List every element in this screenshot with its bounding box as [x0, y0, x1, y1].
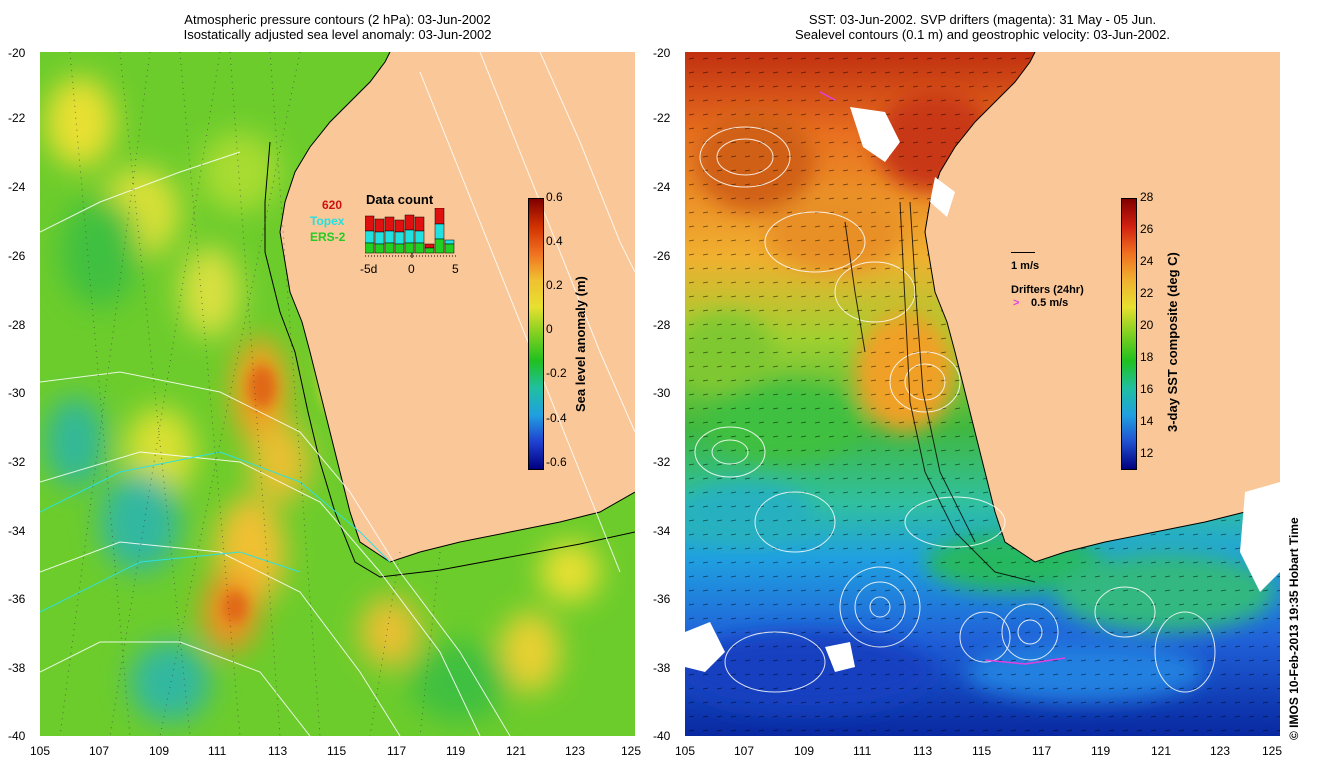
drifters-label: Drifters (24hr)	[1011, 284, 1084, 296]
right-title-line1: SST: 03-Jun-2002. SVP drifters (magenta)…	[808, 12, 1157, 27]
right-xtick-5: 115	[972, 744, 992, 758]
right-xtick-1: 107	[734, 744, 755, 758]
left-xtick-5: 115	[327, 744, 347, 758]
inset-legend-620: 620	[322, 198, 343, 212]
left-ytick-5: -30	[8, 386, 26, 400]
inset-legend-ers2: ERS-2	[310, 230, 346, 244]
left-xtick-10: 125	[621, 744, 642, 758]
right-xtick-6: 117	[1032, 744, 1052, 758]
sla-tick-0: 0.6	[546, 190, 563, 204]
left-title-line1: Atmospheric pressure contours (2 hPa): 0…	[184, 12, 491, 27]
right-xtick-0: 105	[675, 744, 696, 758]
data-count-inset: Data count 620 Topex ERS-2 -5d 0 5	[310, 192, 470, 287]
velocity-scale-arrow	[1011, 252, 1035, 253]
left-xtick-7: 119	[446, 744, 466, 758]
sla-colorbar-label: Sea level anomaly (m)	[573, 276, 588, 412]
right-ytick-0: -20	[653, 46, 671, 60]
data-count-bars	[365, 208, 457, 258]
sst-tick-7: 14	[1140, 414, 1154, 428]
inset-legend-topex: Topex	[310, 214, 345, 228]
right-xtick-4: 113	[913, 744, 933, 758]
left-ytick-4: -28	[8, 318, 26, 332]
right-ytick-3: -26	[653, 249, 671, 263]
sla-colorbar	[528, 198, 544, 470]
right-ytick-7: -34	[653, 524, 671, 538]
sst-tick-0: 28	[1140, 190, 1154, 204]
inset-xtick-0: -5d	[360, 262, 378, 276]
left-ytick-7: -34	[8, 524, 26, 538]
right-xtick-10: 125	[1262, 744, 1283, 758]
sla-tick-6: -0.6	[546, 455, 567, 469]
left-title: Atmospheric pressure contours (2 hPa): 0…	[40, 12, 635, 42]
velocity-scale-label: 1 m/s	[1011, 260, 1040, 272]
left-title-line2: Isostatically adjusted sea level anomaly…	[183, 27, 492, 42]
right-xtick-9: 123	[1210, 744, 1231, 758]
left-xtick-3: 111	[208, 744, 227, 758]
left-map-graphic	[40, 52, 635, 736]
inset-xtick-2: 5	[452, 262, 459, 276]
sst-colorbar-label: 3-day SST composite (deg C)	[1165, 252, 1180, 432]
sst-tick-3: 22	[1140, 286, 1154, 300]
inset-xtick-1: 0	[408, 262, 415, 276]
sla-tick-4: -0.2	[546, 366, 567, 380]
right-xtick-7: 119	[1091, 744, 1111, 758]
right-ytick-10: -40	[653, 729, 671, 743]
sst-tick-5: 18	[1140, 350, 1154, 364]
right-xtick-8: 121	[1151, 744, 1172, 758]
right-xtick-2: 109	[794, 744, 815, 758]
right-ytick-8: -36	[653, 592, 671, 606]
drifters-scale-label: 0.5 m/s	[1031, 297, 1069, 309]
right-ytick-2: -24	[653, 180, 671, 194]
data-count-title: Data count	[366, 192, 434, 207]
left-xtick-8: 121	[506, 744, 527, 758]
left-ytick-3: -26	[8, 249, 26, 263]
right-xtick-3: 111	[853, 744, 872, 758]
left-ytick-2: -24	[8, 180, 26, 194]
right-map: 1 m/s Drifters (24hr) > 0.5 m/s 3-day SS…	[685, 52, 1280, 736]
left-ytick-0: -20	[8, 46, 26, 60]
left-xtick-0: 105	[30, 744, 51, 758]
left-ytick-1: -22	[8, 111, 26, 125]
sla-tick-2: 0.2	[546, 278, 563, 292]
left-xtick-4: 113	[268, 744, 288, 758]
sla-tick-3: 0	[546, 322, 553, 336]
sst-tick-1: 26	[1140, 222, 1154, 236]
right-ytick-6: -32	[653, 455, 671, 469]
left-xtick-1: 107	[89, 744, 110, 758]
sst-tick-4: 20	[1140, 318, 1154, 332]
left-ytick-10: -40	[8, 729, 26, 743]
left-ytick-9: -38	[8, 661, 26, 675]
sst-tick-2: 24	[1140, 254, 1154, 268]
left-ytick-6: -32	[8, 455, 26, 469]
right-map-graphic	[685, 52, 1280, 736]
right-title: SST: 03-Jun-2002. SVP drifters (magenta)…	[685, 12, 1280, 42]
left-ytick-8: -36	[8, 592, 26, 606]
right-title-line2: Sealevel contours (0.1 m) and geostrophi…	[794, 27, 1171, 42]
right-ytick-4: -28	[653, 318, 671, 332]
drifter-arrow-icon: >	[1013, 297, 1020, 309]
sst-colorbar	[1121, 198, 1137, 470]
sst-tick-8: 12	[1140, 446, 1154, 460]
right-ytick-5: -30	[653, 386, 671, 400]
sla-tick-5: -0.4	[546, 411, 567, 425]
credit-text: © IMOS 10-Feb-2013 19:35 Hobart Time	[1287, 517, 1301, 740]
left-xtick-6: 117	[387, 744, 407, 758]
right-ytick-1: -22	[653, 111, 671, 125]
sst-tick-6: 16	[1140, 382, 1154, 396]
left-map: Data count 620 Topex ERS-2 -5d 0 5 Sea l…	[40, 52, 635, 736]
left-xtick-2: 109	[149, 744, 170, 758]
right-ytick-9: -38	[653, 661, 671, 675]
sla-tick-1: 0.4	[546, 234, 563, 248]
left-xtick-9: 123	[565, 744, 586, 758]
